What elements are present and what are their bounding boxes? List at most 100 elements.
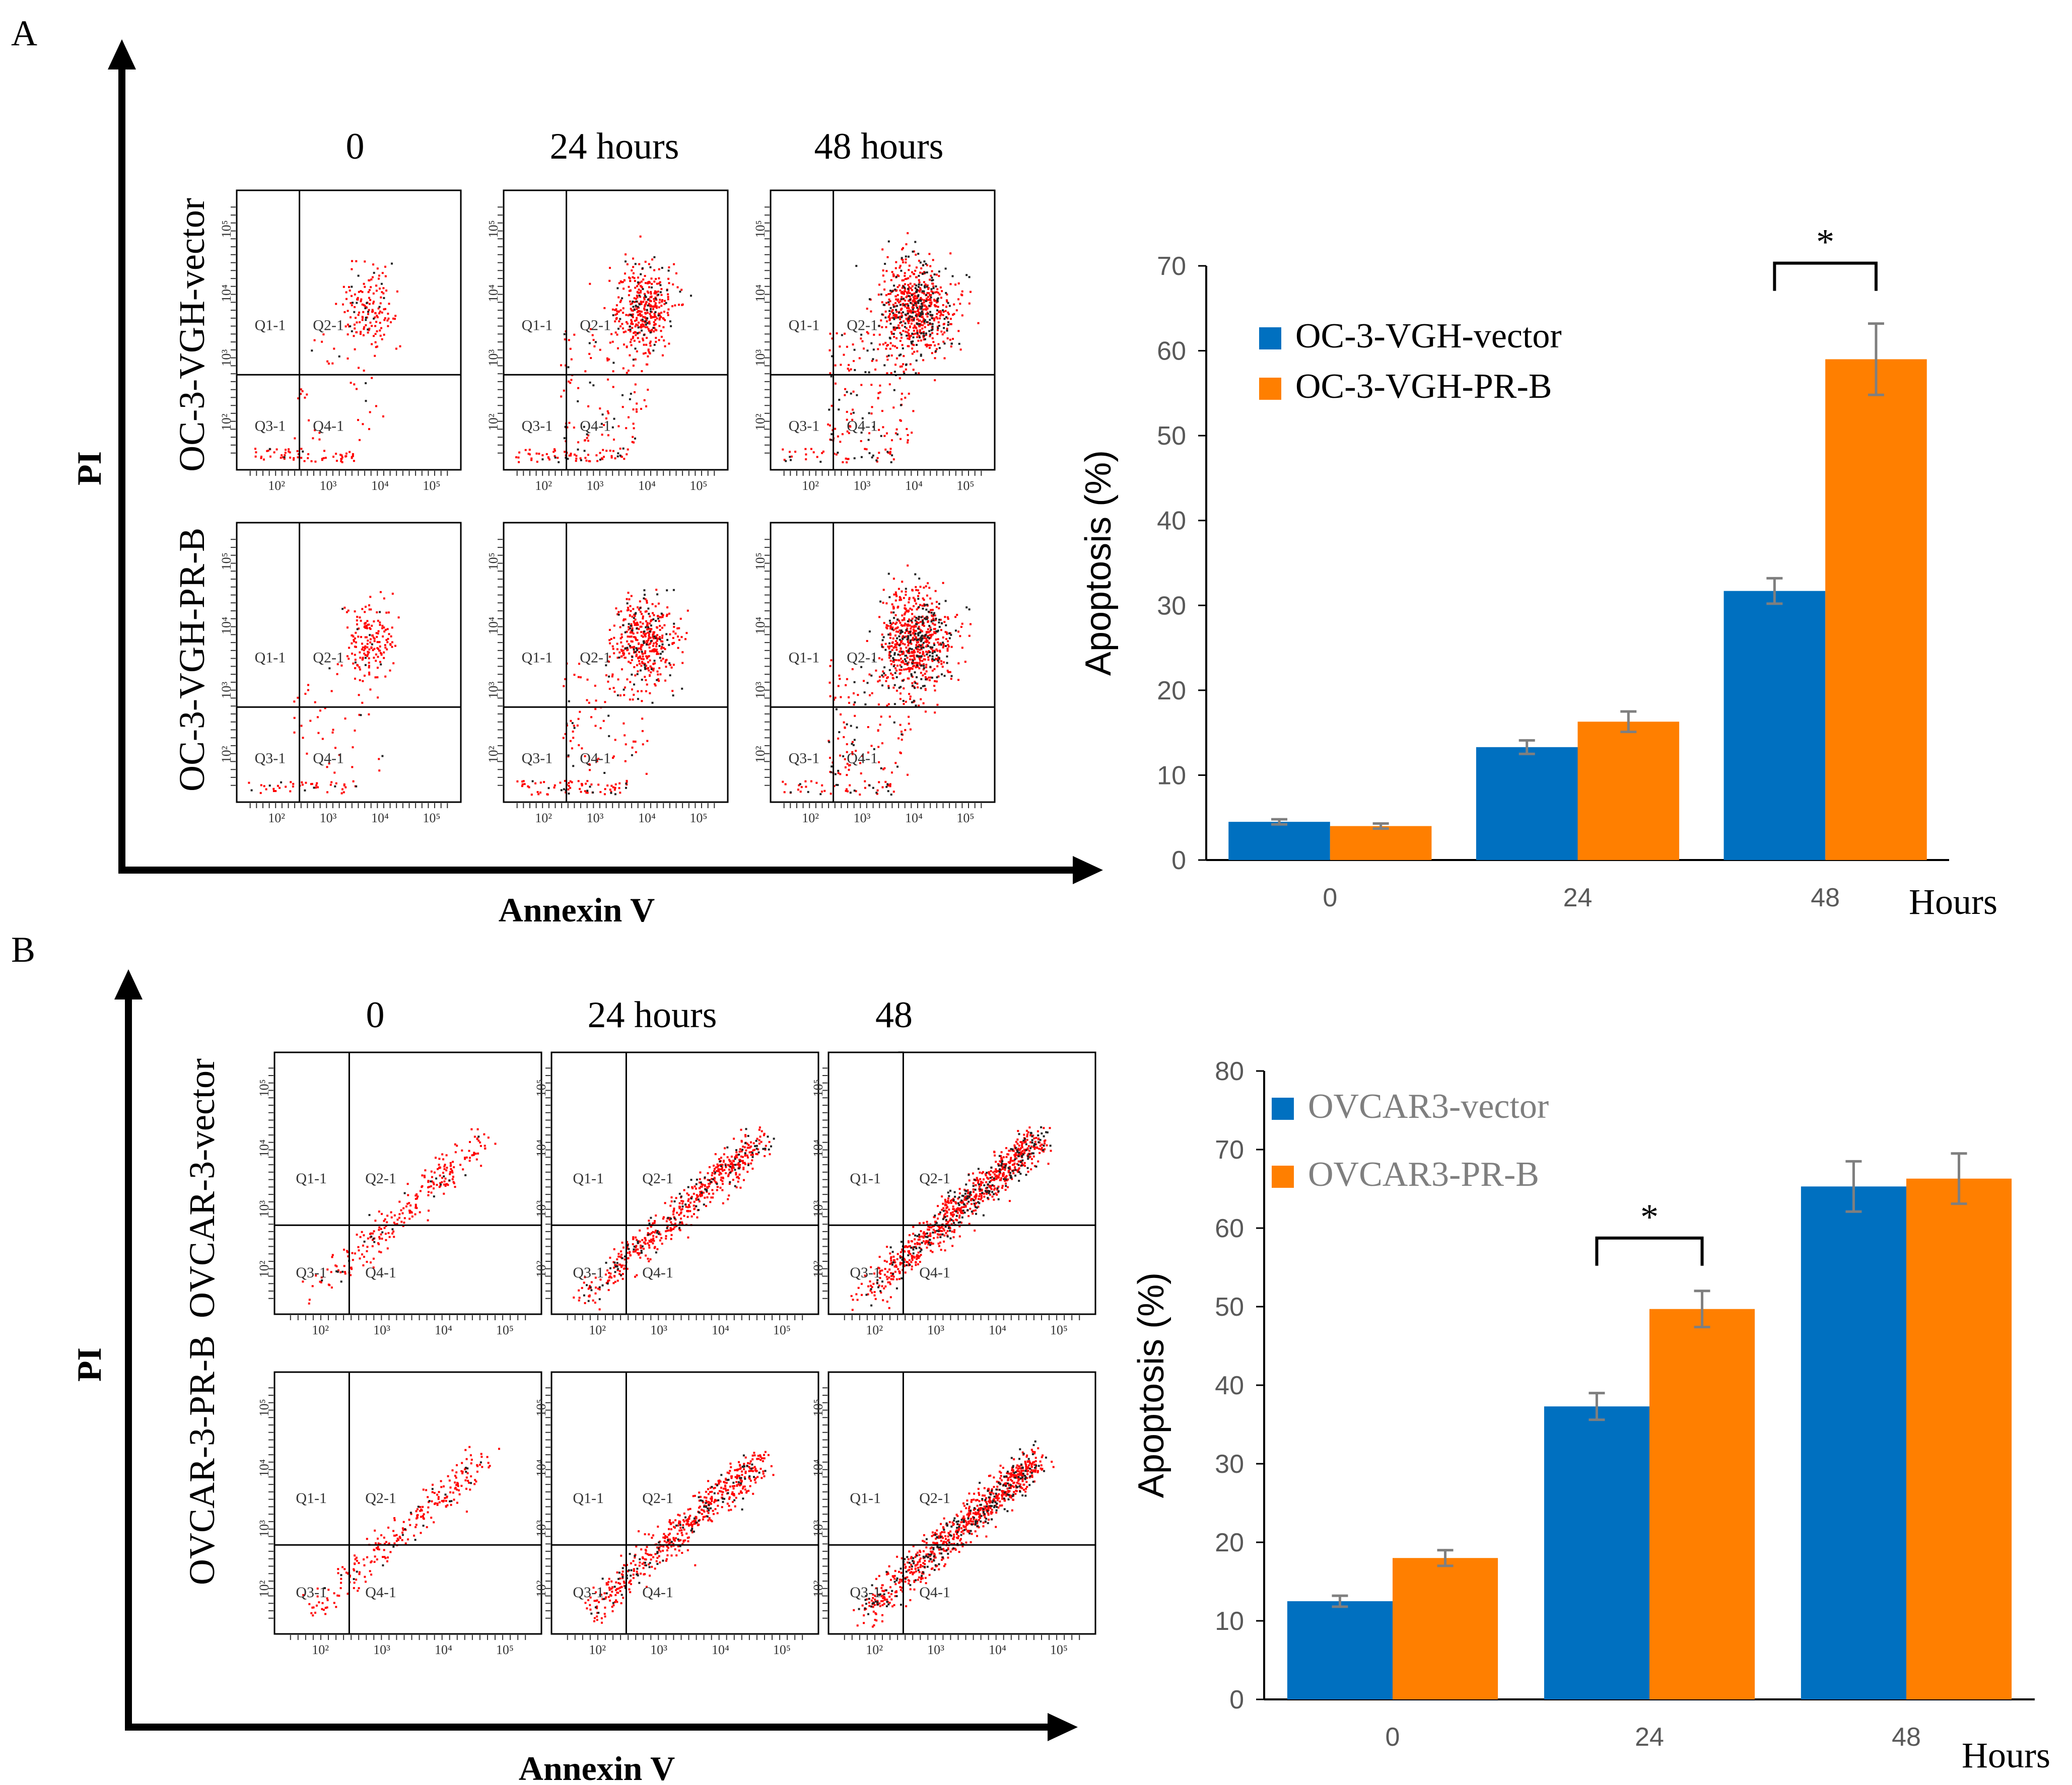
axis-ticks bbox=[822, 1067, 1080, 1320]
event-dots bbox=[254, 260, 401, 463]
x-tick-label: 0 bbox=[1386, 1723, 1400, 1752]
x-tick-label: 10⁴ bbox=[712, 1643, 729, 1657]
quadrant-label: Q2-1 bbox=[365, 1170, 396, 1187]
y-tick-label: 10⁵ bbox=[534, 1399, 548, 1416]
x-tick-label: 10⁵ bbox=[1050, 1323, 1068, 1337]
quadrant-label: Q1-1 bbox=[850, 1170, 881, 1187]
quadrant-label: Q2-1 bbox=[919, 1490, 950, 1507]
quadrant-label: Q4-1 bbox=[313, 750, 344, 766]
y-tick-label: 70 bbox=[1157, 252, 1186, 281]
quadrant-label: Q3-1 bbox=[296, 1584, 327, 1601]
x-tick-label: 24 bbox=[1635, 1723, 1664, 1752]
bar-series2-48 bbox=[1825, 359, 1927, 860]
bar-series2-24 bbox=[1577, 722, 1680, 860]
quadrant-label: Q1-1 bbox=[522, 650, 553, 666]
quadrant-label: Q1-1 bbox=[789, 317, 820, 334]
y-tick-label: 10² bbox=[486, 413, 501, 431]
axis-ticks bbox=[498, 206, 715, 476]
row-label: OC-3-VGH-PR-B bbox=[172, 528, 212, 792]
event-dots bbox=[782, 564, 972, 796]
time-label: 0 bbox=[346, 126, 365, 167]
y-tick-label: 10³ bbox=[534, 1520, 548, 1537]
x-tick-label: 10⁵ bbox=[773, 1643, 791, 1657]
y-tick-label: 10 bbox=[1157, 761, 1186, 790]
event-dots bbox=[515, 235, 684, 463]
error-bar bbox=[1518, 739, 1535, 755]
axis-ticks bbox=[268, 1387, 526, 1640]
axis-ticks bbox=[545, 1067, 803, 1320]
axis-ticks bbox=[765, 539, 982, 808]
event-dots-dark bbox=[583, 1128, 775, 1302]
significance-bracket bbox=[1595, 1236, 1704, 1266]
quadrant-label: Q4-1 bbox=[919, 1264, 950, 1281]
legend-swatch bbox=[1259, 378, 1281, 400]
y-tick-label: 40 bbox=[1157, 507, 1186, 536]
quadrant-label: Q2-1 bbox=[847, 317, 878, 334]
time-label: 24 hours bbox=[588, 994, 717, 1036]
quadrant-label: Q3-1 bbox=[296, 1264, 327, 1281]
y-tick-label: 10⁴ bbox=[219, 617, 234, 634]
y-tick-label: 10³ bbox=[811, 1520, 825, 1537]
row-label: OVCAR-3-PR-B bbox=[182, 1335, 222, 1585]
bar-series1-48 bbox=[1801, 1186, 1906, 1699]
x-tick-label: 10⁵ bbox=[496, 1323, 514, 1337]
x-tick-label: 10³ bbox=[587, 811, 604, 825]
y-tick-label: 10 bbox=[1215, 1607, 1244, 1636]
error-bar bbox=[1588, 1392, 1605, 1421]
y-tick-label: 80 bbox=[1215, 1057, 1244, 1086]
bar-series2-24 bbox=[1649, 1309, 1755, 1699]
quadrant-label: Q1-1 bbox=[850, 1490, 881, 1507]
x-tick-label: 10⁵ bbox=[956, 811, 974, 825]
bar-chart-a: 0 10 20 30 40 50 60 70 Apoptosis (%) 0 24 48 Hours * O… bbox=[1078, 222, 1997, 922]
x-tick-label: 10⁴ bbox=[371, 478, 389, 493]
quadrant-label: Q3-1 bbox=[789, 750, 820, 766]
x-tick-label: 10² bbox=[866, 1643, 883, 1657]
error-bar bbox=[1845, 1160, 1862, 1213]
error-bar bbox=[1766, 577, 1783, 605]
pi-axis-arrow bbox=[108, 39, 136, 69]
x-tick-label: 10² bbox=[802, 811, 819, 825]
legend-swatch bbox=[1272, 1098, 1294, 1120]
x-tick-label: 10³ bbox=[927, 1643, 944, 1657]
error-bar bbox=[1868, 322, 1884, 396]
y-tick-label: 10⁵ bbox=[257, 1399, 271, 1416]
annexin-axis-arrow bbox=[1048, 1713, 1078, 1741]
x-tick-label: 10³ bbox=[650, 1323, 667, 1337]
significance-bracket bbox=[1773, 261, 1878, 291]
x-tick-label: 10⁴ bbox=[712, 1323, 729, 1337]
x-tick-label: 10³ bbox=[854, 811, 871, 825]
y-tick-label: 10⁴ bbox=[219, 284, 234, 302]
axis-ticks bbox=[765, 206, 982, 476]
annexin-axis-label: Annexin V bbox=[519, 1749, 675, 1785]
bar-series1-24 bbox=[1476, 747, 1578, 860]
row-label: OC-3-VGH-vector bbox=[172, 198, 212, 472]
quadrant-label: Q3-1 bbox=[850, 1584, 881, 1601]
x-tick-label: 10⁴ bbox=[435, 1323, 452, 1337]
quadrant-label: Q2-1 bbox=[642, 1490, 673, 1507]
x-tick-label: 48 bbox=[1811, 883, 1840, 912]
quadrant-label: Q3-1 bbox=[850, 1264, 881, 1281]
x-tick-label: 10³ bbox=[587, 478, 604, 493]
quadrant-label: Q1-1 bbox=[573, 1170, 604, 1187]
x-tick-label: 24 bbox=[1563, 883, 1593, 912]
annexin-axis-label: Annexin V bbox=[499, 891, 655, 929]
y-tick-label: 10⁴ bbox=[753, 284, 768, 302]
quadrant-label: Q4-1 bbox=[365, 1584, 396, 1601]
quadrant-label: Q4-1 bbox=[847, 750, 878, 766]
plot-frame bbox=[550, 1051, 819, 1315]
quadrant-label: Q2-1 bbox=[847, 650, 878, 666]
plot-frame bbox=[770, 522, 996, 803]
pi-axis-arrow bbox=[114, 969, 143, 999]
x-axis-label: Hours bbox=[1962, 1735, 2050, 1775]
error-bar bbox=[1951, 1152, 1967, 1205]
x-tick-label: 10⁴ bbox=[989, 1323, 1006, 1337]
x-tick-label: 10⁴ bbox=[435, 1643, 452, 1657]
